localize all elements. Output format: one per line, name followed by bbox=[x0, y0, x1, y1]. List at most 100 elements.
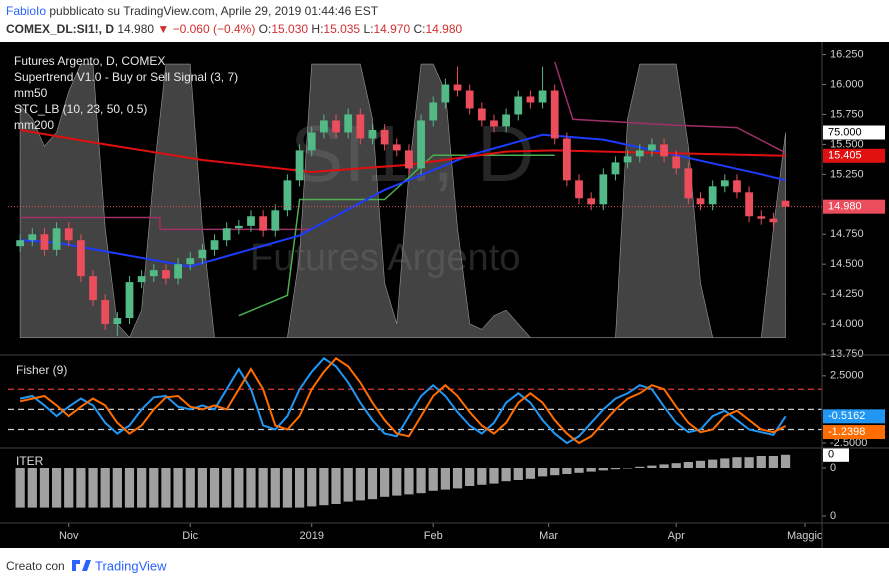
candle-body bbox=[405, 150, 413, 169]
candle-body bbox=[247, 216, 255, 226]
histogram-bar bbox=[209, 468, 220, 508]
candle-body bbox=[514, 96, 523, 115]
ohlc-c: C: bbox=[410, 22, 425, 36]
candle-body bbox=[453, 84, 462, 91]
legend-entry: mm50 bbox=[14, 86, 48, 100]
histogram-bar bbox=[708, 459, 718, 468]
candle-body bbox=[101, 300, 110, 325]
histogram-bar bbox=[780, 454, 791, 468]
histogram-bar bbox=[720, 458, 730, 468]
histogram-bar bbox=[586, 468, 596, 472]
author[interactable]: FabioIo bbox=[6, 4, 46, 18]
histogram-bar bbox=[671, 463, 681, 468]
candle-body bbox=[635, 150, 644, 157]
candle-body bbox=[392, 144, 401, 151]
candle-body bbox=[769, 218, 778, 223]
candle-body bbox=[149, 270, 158, 277]
candle-body bbox=[490, 120, 498, 127]
last-price: 14.980 bbox=[114, 22, 154, 36]
histogram-bar bbox=[137, 468, 147, 508]
candle-body bbox=[137, 276, 146, 283]
candle-body bbox=[623, 156, 632, 163]
histogram-bar bbox=[477, 468, 487, 485]
candle-body bbox=[599, 174, 608, 205]
candle-body bbox=[89, 276, 97, 301]
legend-entry: Supertrend V1.0 - Buy or Sell Signal (3,… bbox=[14, 70, 238, 84]
stc-last-label-box bbox=[823, 125, 885, 140]
candle-body bbox=[696, 198, 705, 205]
histogram-bar bbox=[270, 468, 280, 508]
candle-body bbox=[368, 130, 377, 139]
candle-body bbox=[660, 144, 668, 157]
pane-title: Fisher (9) bbox=[16, 363, 67, 377]
legend-entry: Futures Argento, D, COMEX bbox=[14, 54, 165, 68]
histogram-bar bbox=[88, 468, 98, 508]
histogram-bar bbox=[124, 468, 135, 508]
ma-last-label: 15.405 bbox=[828, 150, 862, 162]
series-last-label: -1.2398 bbox=[828, 426, 865, 438]
histogram-bar bbox=[622, 468, 633, 469]
histogram-bar bbox=[489, 468, 499, 484]
candle-body bbox=[538, 90, 547, 103]
candle-body bbox=[745, 192, 753, 217]
supertrend-line bbox=[238, 154, 555, 317]
histogram-bar bbox=[695, 460, 706, 468]
stc-last-label: 75.000 bbox=[828, 126, 862, 138]
candle-body bbox=[344, 114, 353, 133]
histogram-bar bbox=[222, 468, 232, 508]
histogram-bar bbox=[149, 468, 159, 508]
series-last-label-box bbox=[823, 425, 885, 440]
brand-logo[interactable] bbox=[72, 560, 91, 571]
pane-title: ITER bbox=[16, 454, 44, 468]
candle-body bbox=[113, 318, 122, 325]
histogram-bar bbox=[51, 468, 62, 508]
histogram-bar bbox=[574, 468, 584, 473]
candle-body bbox=[162, 270, 170, 279]
histogram-bar bbox=[428, 468, 438, 491]
histogram-bar bbox=[64, 468, 74, 508]
histogram-bar bbox=[610, 468, 621, 470]
candle-body bbox=[174, 264, 182, 279]
histogram-bar bbox=[282, 468, 293, 508]
candle-body bbox=[477, 108, 486, 121]
ohlc-h: H: bbox=[308, 22, 323, 36]
fisher-line bbox=[19, 356, 787, 445]
candle-body bbox=[40, 234, 49, 250]
y-tick-label: 0 bbox=[830, 462, 836, 474]
candle-body bbox=[380, 130, 389, 145]
legend-entry: mm200 bbox=[14, 118, 54, 132]
histogram-bar bbox=[294, 468, 305, 508]
x-tick-label: Apr bbox=[668, 530, 685, 542]
last-value-label: 0 bbox=[828, 449, 834, 461]
x-tick-label: Nov bbox=[59, 530, 79, 542]
candle-body bbox=[16, 240, 25, 247]
histogram-bar bbox=[319, 468, 329, 506]
plot-layer: 13.750 14.000 14.250 14.500 14.750 15.250 15.5… bbox=[8, 48, 885, 542]
candle-body bbox=[295, 150, 304, 181]
ohlc-l: L: bbox=[360, 22, 373, 36]
y-tick-label: 2.5000 bbox=[830, 370, 864, 382]
header-line1: FabioIo pubblicato su TradingView.com, A… bbox=[6, 4, 379, 18]
candle-body bbox=[125, 282, 134, 319]
histogram-bar bbox=[392, 468, 402, 496]
candle-body bbox=[307, 132, 316, 151]
candle-body bbox=[720, 180, 729, 187]
ohlc-value: 14.970 bbox=[373, 22, 410, 36]
candle-body bbox=[234, 225, 243, 229]
histogram-bar bbox=[440, 468, 450, 490]
histogram-bar bbox=[513, 468, 523, 480]
candle-body bbox=[186, 258, 195, 265]
x-tick-label: 2019 bbox=[299, 530, 323, 542]
histogram-bar bbox=[112, 468, 122, 508]
candle-body bbox=[64, 228, 73, 241]
histogram-bar bbox=[234, 468, 244, 508]
histogram-bar bbox=[416, 468, 426, 494]
candle-body bbox=[417, 120, 425, 169]
candle-body bbox=[526, 96, 535, 103]
histogram-bar bbox=[343, 468, 353, 502]
footer-brand[interactable]: TradingView bbox=[95, 558, 167, 573]
candle-body bbox=[319, 120, 328, 133]
candle-body bbox=[757, 216, 766, 219]
histogram-bar bbox=[562, 468, 572, 474]
